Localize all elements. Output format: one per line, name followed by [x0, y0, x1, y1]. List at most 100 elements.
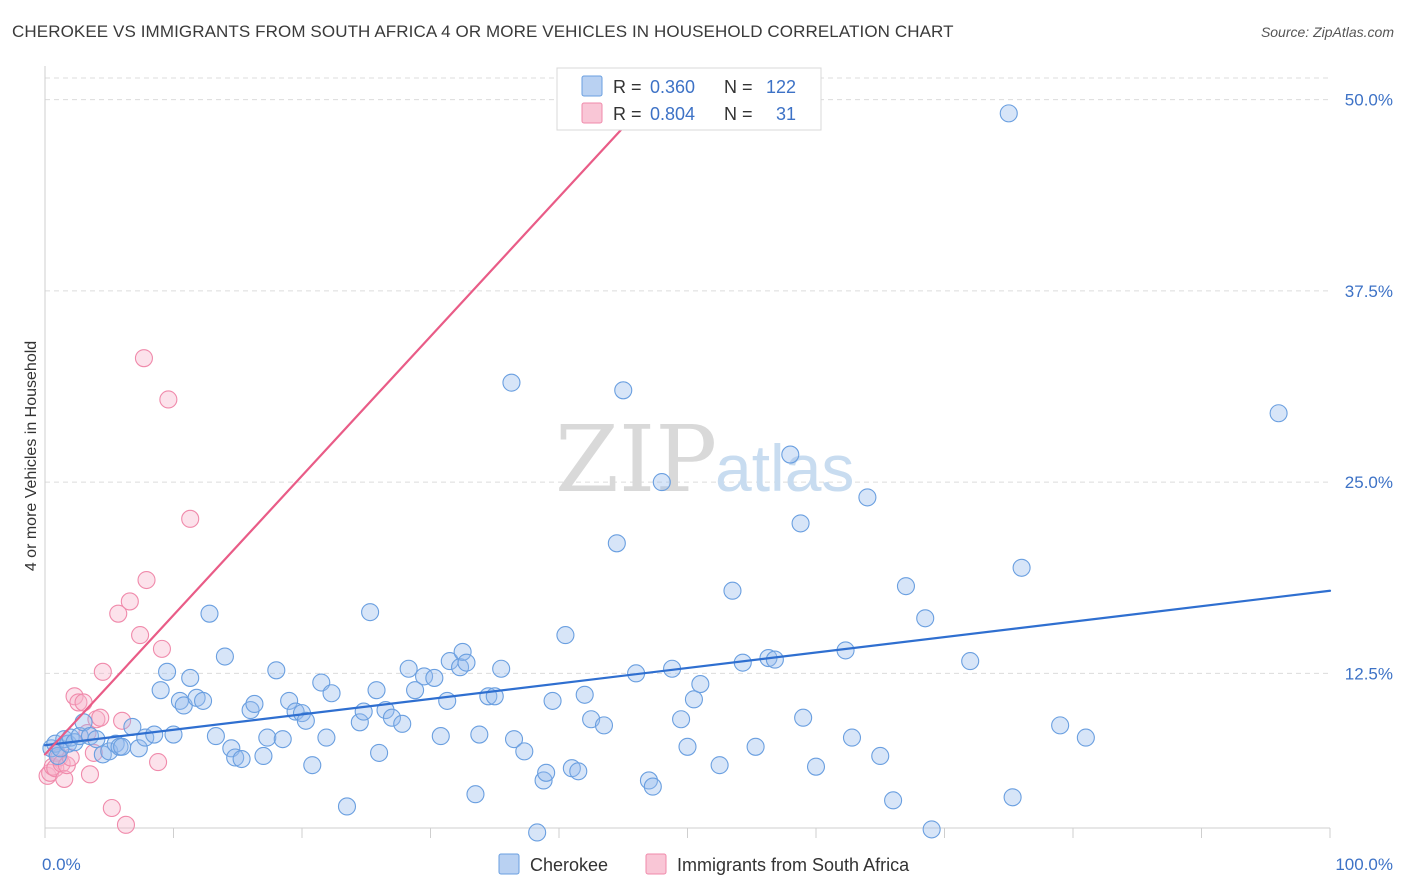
watermark: ZIP atlas	[555, 406, 854, 513]
immigrants-n-label: N =	[724, 104, 753, 124]
immigrants-point	[131, 626, 150, 645]
y-tick-label: 37.5%	[1345, 282, 1393, 301]
immigrants-point	[80, 765, 100, 784]
cherokee-point	[842, 728, 862, 747]
stats-legend: R = 0.360 N = 122 R = 0.804 N = 31	[556, 67, 822, 131]
cherokee-point	[457, 653, 476, 672]
cherokee-point	[438, 691, 457, 710]
x-tick-label: 100.0%	[1335, 855, 1393, 874]
cherokee-point	[451, 658, 470, 677]
cherokee-point	[515, 742, 534, 761]
cherokee-n-label: N =	[724, 77, 753, 97]
cherokee-point	[431, 727, 450, 746]
legend-immigrants-label: Immigrants from South Africa	[677, 855, 910, 875]
cherokee-point	[258, 728, 277, 747]
cherokee-point	[194, 691, 213, 710]
cherokee-point	[871, 746, 890, 766]
cherokee-point	[652, 473, 671, 492]
cherokee-point	[999, 104, 1018, 123]
cherokee-point	[556, 626, 575, 645]
cherokee-n-value: 122	[766, 77, 796, 97]
immigrants-point	[93, 662, 112, 681]
y-tick-label: 12.5%	[1345, 664, 1393, 683]
watermark-atlas: atlas	[715, 431, 854, 505]
immigrants-point	[137, 570, 156, 590]
gridlines	[45, 77, 1330, 674]
cherokee-point	[537, 763, 556, 782]
legend-cherokee-swatch	[498, 853, 520, 875]
immigrants-trend-line	[43, 98, 651, 756]
immigrants-swatch	[581, 102, 603, 124]
immigrants-point	[69, 693, 88, 712]
cherokee-point	[1051, 716, 1070, 735]
watermark-zip: ZIP	[555, 406, 717, 513]
immigrants-point	[102, 798, 121, 818]
cherokee-point	[267, 661, 286, 680]
cherokee-point	[370, 743, 389, 762]
cherokee-point	[151, 681, 170, 700]
cherokee-point	[607, 534, 626, 553]
cherokee-trend-line	[43, 589, 1332, 747]
cherokee-point	[528, 823, 547, 842]
cherokee-point	[916, 609, 935, 628]
cherokee-swatch	[581, 75, 603, 97]
cherokee-point	[504, 730, 524, 749]
legend-cherokee-label: Cherokee	[530, 855, 608, 875]
cherokee-point	[575, 685, 594, 704]
x-tick-label: 0.0%	[42, 855, 81, 874]
cherokee-point	[858, 488, 877, 507]
immigrants-point	[116, 815, 136, 834]
cherokee-point	[678, 737, 697, 756]
cherokee-point	[232, 749, 251, 769]
cherokee-point	[922, 820, 941, 839]
cherokee-point	[158, 662, 177, 681]
cherokee-point	[684, 690, 703, 709]
immigrants-point	[134, 349, 153, 368]
trend-lines	[43, 98, 1332, 756]
cherokee-point	[113, 737, 132, 756]
cherokee-point	[245, 694, 264, 714]
cherokee-point	[723, 581, 742, 600]
cherokee-point	[226, 748, 245, 767]
cherokee-point	[1003, 788, 1022, 807]
cherokee-point	[406, 681, 425, 700]
cherokee-point	[1269, 404, 1288, 423]
y-tick-label: 25.0%	[1345, 473, 1393, 492]
cherokee-point	[884, 791, 903, 810]
cherokee-point	[200, 604, 219, 623]
cherokee-point	[254, 746, 273, 766]
cherokee-point	[367, 681, 386, 700]
cherokee-point	[961, 652, 980, 671]
source-credit: Source: ZipAtlas.com	[1260, 24, 1394, 40]
cherokee-point	[746, 737, 765, 756]
cherokee-point	[303, 756, 322, 775]
cherokee-point	[361, 603, 380, 622]
cherokee-point	[399, 659, 418, 678]
immigrants-point	[152, 639, 171, 658]
cherokee-point	[470, 725, 489, 744]
immigrants-point	[91, 708, 110, 727]
cherokee-point	[466, 785, 485, 804]
cherokee-point	[273, 730, 292, 749]
cherokee-point	[672, 710, 691, 729]
immigrants-r-value: 0.804	[650, 104, 695, 124]
cherokee-point	[181, 668, 200, 687]
axes	[44, 66, 1331, 838]
cherokee-point	[350, 713, 369, 732]
bottom-legend: Cherokee Immigrants from South Africa	[498, 853, 910, 875]
cherokee-r-value: 0.360	[650, 77, 695, 97]
immigrants-point	[113, 711, 132, 730]
cherokee-point	[317, 728, 336, 747]
legend-immigrants-swatch	[645, 853, 667, 875]
immigrants-point	[109, 604, 128, 623]
cherokee-point	[502, 373, 521, 392]
cherokee-point	[643, 777, 662, 796]
y-tick-label: 50.0%	[1345, 91, 1393, 110]
cherokee-point	[145, 725, 164, 744]
cherokee-point	[794, 708, 813, 727]
cherokee-point	[765, 650, 784, 669]
cherokee-point	[806, 757, 826, 776]
cherokee-point	[781, 445, 800, 464]
cherokee-point	[594, 716, 614, 735]
